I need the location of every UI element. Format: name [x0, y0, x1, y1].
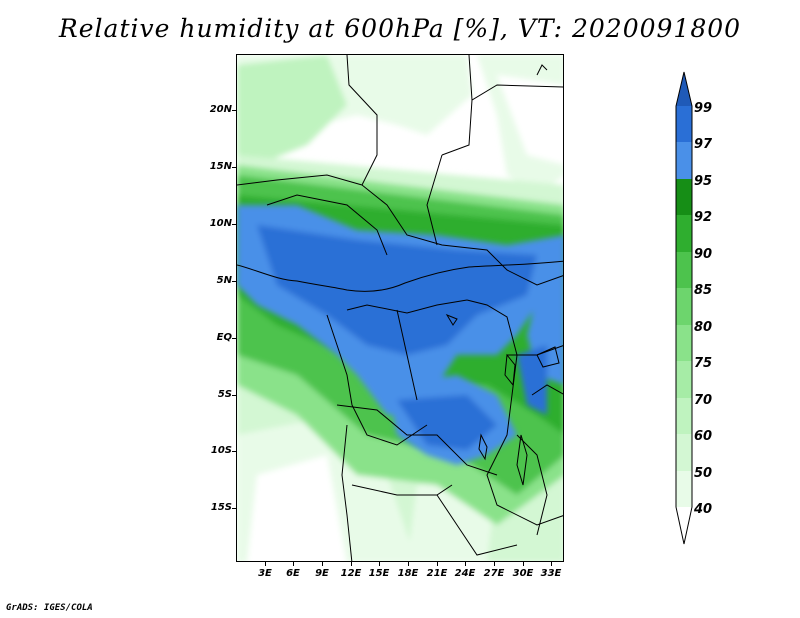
- lon-tick: [465, 562, 466, 566]
- lon-label-24e: 24E: [454, 568, 476, 579]
- colorbar-label-40: 40: [694, 502, 713, 517]
- lon-tick: [351, 562, 352, 566]
- humidity-map: [236, 54, 564, 562]
- colorbar-label-90: 90: [694, 247, 713, 262]
- lon-tick: [379, 562, 380, 566]
- lon-label-9e: 9E: [315, 568, 329, 579]
- lat-label-5s: 5S: [217, 389, 232, 400]
- colorbar-segment: [676, 288, 692, 325]
- lat-tick: [232, 451, 236, 452]
- grads-credit: GrADS: IGES/COLA: [6, 603, 93, 613]
- colorbar-segment: [676, 106, 692, 142]
- colorbar-label-97: 97: [694, 137, 713, 152]
- lat-label-10s: 10S: [210, 445, 232, 456]
- lon-label-18e: 18E: [397, 568, 419, 579]
- lat-tick: [232, 224, 236, 225]
- colorbar-segment: [676, 434, 692, 471]
- lon-label-3e: 3E: [258, 568, 272, 579]
- colorbar-label-70: 70: [694, 393, 713, 408]
- colorbar-top-arrow: [676, 72, 692, 106]
- lat-tick: [232, 338, 236, 339]
- colorbar-label-60: 60: [694, 429, 713, 444]
- colorbar-segment: [676, 215, 692, 252]
- lat-label-5n: 5N: [216, 275, 232, 286]
- colorbar-segment: [676, 142, 692, 179]
- lat-label-eq: EQ: [216, 332, 232, 343]
- colorbar-label-95: 95: [694, 174, 713, 189]
- lat-label-10n: 10N: [209, 218, 232, 229]
- lat-tick: [232, 167, 236, 168]
- lat-tick: [232, 508, 236, 509]
- map-title: Relative humidity at 600hPa [%], VT: 202…: [58, 14, 742, 43]
- colorbar-label-75: 75: [694, 356, 713, 371]
- lon-label-21e: 21E: [426, 568, 448, 579]
- lon-label-12e: 12E: [340, 568, 362, 579]
- lon-tick: [494, 562, 495, 566]
- lon-tick: [523, 562, 524, 566]
- colorbar-bottom-arrow: [676, 507, 692, 544]
- lon-label-30e: 30E: [512, 568, 534, 579]
- lon-tick: [408, 562, 409, 566]
- lon-tick: [265, 562, 266, 566]
- colorbar-segment: [676, 398, 692, 434]
- lat-tick: [232, 281, 236, 282]
- lat-label-15s: 15S: [210, 502, 232, 513]
- lat-tick: [232, 395, 236, 396]
- colorbar-segment: [676, 325, 692, 361]
- colorbar-label-92: 92: [694, 210, 713, 225]
- colorbar: [675, 71, 693, 545]
- colorbar-segment: [676, 252, 692, 288]
- colorbar-segment: [676, 179, 692, 215]
- colorbar-segment: [676, 361, 692, 398]
- lon-tick: [551, 562, 552, 566]
- lat-label-20n: 20N: [209, 104, 232, 115]
- humidity-field: [237, 55, 563, 561]
- lon-label-27e: 27E: [483, 568, 505, 579]
- lat-tick: [232, 110, 236, 111]
- lon-label-15e: 15E: [368, 568, 390, 579]
- colorbar-label-80: 80: [694, 320, 713, 335]
- lat-label-15n: 15N: [209, 161, 232, 172]
- lon-tick: [322, 562, 323, 566]
- colorbar-label-50: 50: [694, 466, 713, 481]
- lon-tick: [293, 562, 294, 566]
- lon-label-33e: 33E: [540, 568, 562, 579]
- lon-tick: [437, 562, 438, 566]
- lon-label-6e: 6E: [286, 568, 300, 579]
- colorbar-segment: [676, 471, 692, 507]
- colorbar-label-85: 85: [694, 283, 713, 298]
- colorbar-label-99: 99: [694, 101, 713, 116]
